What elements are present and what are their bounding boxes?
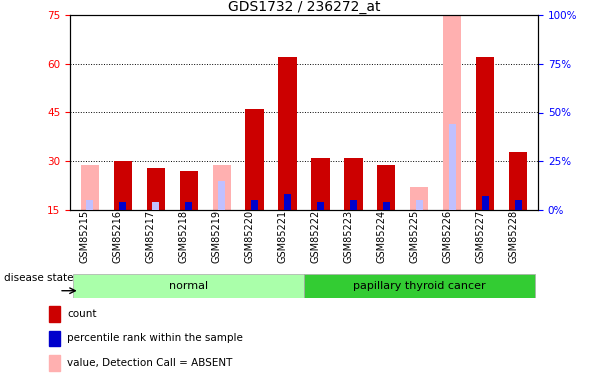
Bar: [304, 274, 535, 298]
Bar: [378, 165, 395, 210]
Text: percentile rank within the sample: percentile rank within the sample: [67, 333, 243, 344]
Bar: [49, 331, 60, 346]
Bar: [218, 181, 225, 210]
Text: count: count: [67, 309, 97, 319]
Bar: [251, 200, 258, 210]
Bar: [476, 57, 494, 210]
Text: GSM85221: GSM85221: [277, 210, 288, 263]
Bar: [147, 168, 165, 210]
Bar: [416, 200, 423, 210]
Bar: [311, 158, 330, 210]
Text: papillary thyroid cancer: papillary thyroid cancer: [353, 281, 486, 291]
Bar: [482, 196, 489, 210]
Text: GSM85226: GSM85226: [443, 210, 452, 263]
Bar: [49, 306, 60, 322]
Text: GSM85228: GSM85228: [508, 210, 518, 263]
Bar: [114, 161, 132, 210]
Text: disease state: disease state: [4, 273, 74, 283]
Bar: [185, 202, 192, 210]
Bar: [152, 202, 159, 210]
Text: GSM85220: GSM85220: [244, 210, 255, 263]
Bar: [344, 158, 362, 210]
Text: GSM85227: GSM85227: [475, 210, 485, 263]
Bar: [317, 202, 324, 210]
Bar: [443, 15, 461, 210]
Bar: [284, 194, 291, 210]
Bar: [73, 274, 304, 298]
Text: GSM85225: GSM85225: [409, 210, 420, 263]
Bar: [278, 57, 297, 210]
Bar: [49, 355, 60, 370]
Text: GSM85215: GSM85215: [80, 210, 90, 263]
Text: GSM85218: GSM85218: [179, 210, 188, 263]
Text: GSM85222: GSM85222: [311, 210, 320, 263]
Bar: [179, 171, 198, 210]
Bar: [213, 165, 230, 210]
Bar: [515, 200, 522, 210]
Bar: [86, 200, 93, 210]
Text: normal: normal: [169, 281, 208, 291]
Text: GSM85216: GSM85216: [112, 210, 123, 263]
Bar: [119, 202, 126, 210]
Bar: [410, 187, 429, 210]
Text: GSM85224: GSM85224: [376, 210, 387, 263]
Bar: [510, 152, 527, 210]
Bar: [246, 109, 264, 210]
Text: GSM85217: GSM85217: [146, 210, 156, 263]
Text: GSM85223: GSM85223: [344, 210, 353, 263]
Text: value, Detection Call = ABSENT: value, Detection Call = ABSENT: [67, 358, 233, 368]
Text: GSM85219: GSM85219: [212, 210, 221, 263]
Bar: [449, 124, 456, 210]
Title: GDS1732 / 236272_at: GDS1732 / 236272_at: [228, 0, 380, 14]
Bar: [350, 200, 357, 210]
Bar: [81, 165, 98, 210]
Bar: [383, 202, 390, 210]
